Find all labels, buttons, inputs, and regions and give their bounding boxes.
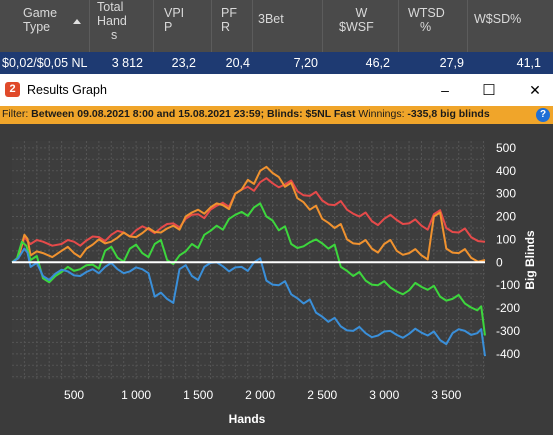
axis-ticks: 500 1 000 1 500 2 000 2 500 3 000 3 500 500 400 3… bbox=[64, 141, 520, 402]
col-vpip[interactable]: VPI P bbox=[164, 6, 184, 34]
cell-wsd: 41,1 bbox=[516, 56, 541, 70]
col-pfr[interactable]: PF R bbox=[221, 6, 237, 34]
title-bar[interactable]: 2 Results Graph – ☐ ✕ bbox=[0, 74, 553, 106]
y-tick-label: 100 bbox=[496, 232, 516, 246]
col-label: VPI bbox=[164, 6, 185, 20]
col-label: $WSF bbox=[339, 20, 374, 34]
y-tick-label: -200 bbox=[496, 301, 520, 315]
winnings-value: -335,8 big blinds bbox=[407, 108, 490, 120]
filter-description: Filter: Between 09.08.2021 8:00 and 15.0… bbox=[2, 108, 490, 120]
col-label: W$SD% bbox=[474, 12, 522, 26]
column-divider bbox=[467, 0, 468, 52]
cell-wwsf: 46,2 bbox=[365, 56, 390, 70]
column-divider bbox=[398, 0, 399, 52]
filter-prefix: Filter: bbox=[2, 108, 32, 120]
column-divider bbox=[211, 0, 212, 52]
col-label: Game bbox=[23, 6, 58, 20]
col-wsd[interactable]: W$SD% bbox=[474, 12, 521, 26]
results-graph-window: 2 Results Graph – ☐ ✕ Filter: Between 09… bbox=[0, 74, 553, 430]
x-tick-label: 3 500 bbox=[431, 388, 461, 402]
cell-3bet: 7,20 bbox=[293, 56, 318, 70]
y-tick-label: 0 bbox=[496, 255, 503, 269]
series-lines bbox=[11, 165, 486, 357]
stats-row-selected[interactable]: $0,02/$0,05 NL 3 812 23,2 20,4 7,20 46,2… bbox=[0, 52, 553, 74]
col-label: W bbox=[355, 6, 368, 20]
col-total-hands[interactable]: Total Hand s bbox=[97, 0, 127, 42]
cell-pfr: 20,4 bbox=[225, 56, 250, 70]
y-tick-label: 400 bbox=[496, 164, 516, 178]
x-tick-label: 2 000 bbox=[245, 388, 275, 402]
column-divider bbox=[252, 0, 253, 52]
cell-wtsd: 27,9 bbox=[439, 56, 464, 70]
results-chart: 500 1 000 1 500 2 000 2 500 3 000 3 500 500 400 3… bbox=[0, 124, 553, 430]
col-label: R bbox=[221, 20, 231, 34]
help-icon[interactable]: ? bbox=[536, 108, 550, 122]
y-tick-label: -400 bbox=[496, 347, 520, 361]
maximize-icon: ☐ bbox=[482, 82, 496, 99]
stats-header: Game Type Total Hand s VPI P PF R 3Bet W… bbox=[0, 0, 553, 52]
col-label: Type bbox=[23, 20, 51, 34]
series-line-1 bbox=[11, 165, 486, 264]
y-tick-label: -100 bbox=[496, 278, 520, 292]
minimize-button[interactable]: – bbox=[427, 74, 463, 106]
column-divider bbox=[153, 0, 154, 52]
plot-background bbox=[12, 141, 485, 379]
col-label: 3Bet bbox=[258, 12, 284, 26]
x-tick-label: 3 000 bbox=[369, 388, 399, 402]
cell-game-type: $0,02/$0,05 NL bbox=[2, 56, 88, 70]
col-label: s bbox=[111, 28, 118, 42]
x-tick-label: 2 500 bbox=[307, 388, 337, 402]
col-label: P bbox=[164, 20, 173, 34]
y-tick-label: -300 bbox=[496, 324, 520, 338]
x-axis-label: Hands bbox=[229, 412, 266, 426]
col-label: Total bbox=[97, 0, 124, 14]
x-tick-label: 500 bbox=[64, 388, 84, 402]
col-game-type[interactable]: Game Type bbox=[23, 6, 57, 34]
y-tick-label: 300 bbox=[496, 187, 516, 201]
col-wwsf[interactable]: W $WSF bbox=[339, 6, 374, 34]
column-divider bbox=[89, 0, 90, 52]
col-label: WTSD bbox=[408, 6, 445, 20]
app-logo-icon: 2 bbox=[5, 82, 20, 97]
col-wtsd[interactable]: WTSD % bbox=[408, 6, 445, 34]
window-title: Results Graph bbox=[27, 83, 107, 97]
winnings-label: Winnings: bbox=[355, 108, 408, 120]
series-line-2 bbox=[11, 202, 486, 336]
close-icon: ✕ bbox=[529, 81, 541, 98]
col-label: % bbox=[420, 20, 432, 34]
y-tick-label: 200 bbox=[496, 210, 516, 224]
minimize-icon: – bbox=[441, 82, 449, 98]
column-divider bbox=[322, 0, 323, 52]
stats-table: Game Type Total Hand s VPI P PF R 3Bet W… bbox=[0, 0, 553, 74]
sort-ascending-icon[interactable] bbox=[73, 19, 81, 24]
chart-svg: 500 1 000 1 500 2 000 2 500 3 000 3 500 500 400 3… bbox=[11, 141, 537, 426]
y-axis-label: Big Blinds bbox=[523, 230, 537, 290]
x-tick-label: 1 000 bbox=[121, 388, 151, 402]
col-3bet[interactable]: 3Bet bbox=[258, 12, 284, 26]
cell-vpip: 23,2 bbox=[171, 56, 196, 70]
col-label: PF bbox=[221, 6, 237, 20]
y-tick-label: 500 bbox=[496, 141, 516, 155]
series-line-0 bbox=[11, 177, 486, 264]
close-button[interactable]: ✕ bbox=[517, 74, 553, 106]
grid-lines bbox=[12, 141, 485, 379]
x-tick-label: 1 500 bbox=[183, 388, 213, 402]
series-line-3 bbox=[11, 247, 486, 357]
cell-total-hands: 3 812 bbox=[111, 56, 143, 70]
filter-text: Between 09.08.2021 8:00 and 15.08.2021 2… bbox=[31, 108, 356, 120]
maximize-button[interactable]: ☐ bbox=[471, 74, 507, 106]
filter-bar: Filter: Between 09.08.2021 8:00 and 15.0… bbox=[0, 106, 553, 124]
col-label: Hand bbox=[97, 14, 127, 28]
